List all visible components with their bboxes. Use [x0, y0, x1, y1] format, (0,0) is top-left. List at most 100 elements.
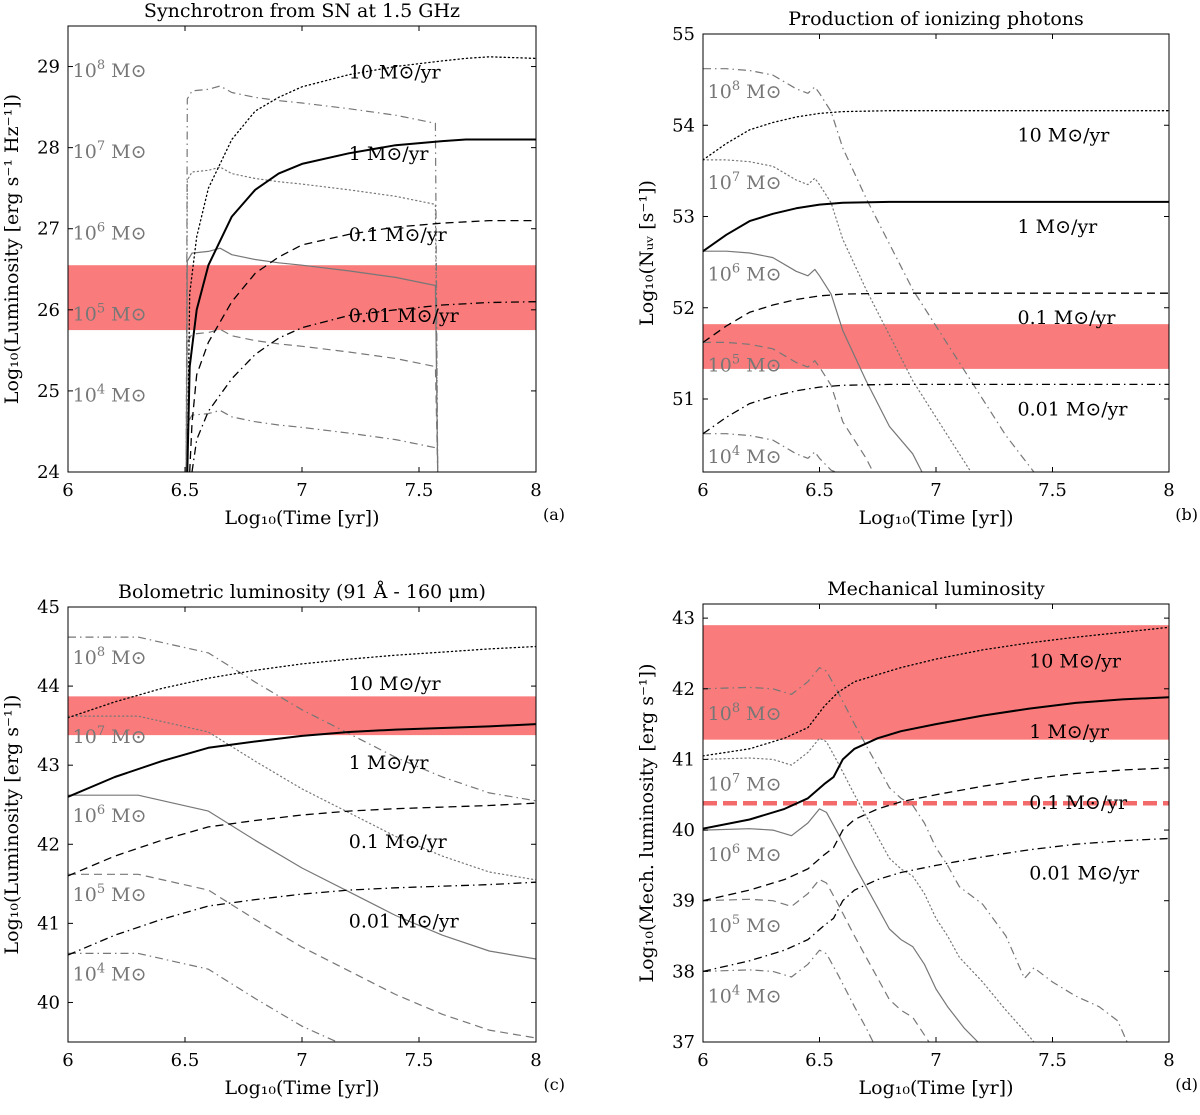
x-tick-label: 7.5 [1038, 480, 1067, 501]
plot-area [703, 625, 1169, 1042]
y-tick-label: 39 [672, 891, 695, 912]
y-tick-label: 41 [672, 749, 695, 770]
rate-label: 0.1 M⊙/yr [1018, 307, 1117, 329]
x-tick-label: 7.5 [405, 1050, 434, 1071]
mass-label: 105 M⊙ [708, 913, 782, 937]
x-tick-label: 7 [296, 1050, 307, 1071]
series-line-0 [703, 68, 1035, 472]
y-tick-label: 51 [672, 389, 695, 410]
x-tick-label: 8 [530, 480, 541, 501]
y-tick-label: 24 [37, 462, 60, 483]
series-line-5 [68, 645, 536, 719]
chart-title: Production of ionizing photons [788, 8, 1084, 30]
mass-label: 105 M⊙ [73, 301, 147, 325]
y-tick-label: 43 [37, 755, 60, 776]
series-line-3 [68, 873, 536, 1039]
rate-label: 0.1 M⊙/yr [1029, 792, 1128, 814]
chart-panel-d: 108 M⊙ 107 M⊙ 106 M⊙ 105 M⊙ 104 M⊙ 10 M⊙/yr 1 … [636, 578, 1198, 1099]
mass-label: 105 M⊙ [708, 353, 782, 377]
mass-label: 106 M⊙ [73, 220, 147, 244]
highlight-band [68, 265, 536, 331]
mass-label: 106 M⊙ [73, 803, 147, 827]
series-line-0 [185, 85, 439, 472]
x-tick-label: 7 [930, 480, 941, 501]
rate-label: 1 M⊙/yr [1029, 721, 1110, 743]
rate-label: 0.01 M⊙/yr [349, 910, 460, 932]
y-tick-label: 38 [672, 961, 695, 982]
series-line-0 [703, 667, 1128, 1042]
y-tick-label: 25 [37, 381, 60, 402]
x-tick-label: 8 [530, 1050, 541, 1071]
series-line-6 [703, 200, 1169, 253]
y-axis-label: Log₁₀(Luminosity [erg s⁻¹ Hz⁻¹]) [1, 94, 23, 404]
mass-label: 104 M⊙ [73, 961, 147, 985]
mass-label: 104 M⊙ [708, 444, 782, 468]
series-line-1 [68, 715, 536, 881]
x-axis-label: Log₁₀(Time [yr]) [859, 1077, 1014, 1099]
series-line-6 [703, 696, 1169, 830]
series-line-7 [703, 292, 1169, 343]
x-tick-label: 8 [1163, 480, 1174, 501]
chart-title: Bolometric luminosity (91 Å - 160 μm) [118, 581, 486, 603]
chart-panel-b: 108 M⊙ 107 M⊙ 106 M⊙ 105 M⊙ 104 M⊙ 10 M⊙/yr 1 … [636, 8, 1198, 529]
series-line-4 [185, 409, 436, 472]
rate-label: 1 M⊙/yr [349, 143, 430, 165]
y-tick-label: 42 [37, 834, 60, 855]
series-line-1 [703, 159, 972, 472]
mass-label: 108 M⊙ [73, 58, 147, 82]
panel-label: (b) [1175, 505, 1198, 524]
series-line-1 [703, 737, 1035, 1042]
panel-label: (d) [1175, 1075, 1198, 1094]
series-line-3 [185, 328, 439, 472]
y-tick-label: 44 [37, 676, 60, 697]
mass-label: 107 M⊙ [73, 139, 147, 163]
highlight-band [703, 625, 1169, 740]
series-line-3 [703, 878, 930, 1042]
mass-label: 104 M⊙ [708, 983, 782, 1007]
series-line-8 [191, 301, 536, 472]
series-line-2 [68, 794, 536, 960]
series-line-4 [703, 433, 837, 472]
mass-label: 108 M⊙ [708, 701, 782, 725]
x-tick-label: 6.5 [805, 1050, 834, 1071]
x-axis-label: Log₁₀(Time [yr]) [859, 507, 1014, 529]
rate-label: 0.01 M⊙/yr [1029, 863, 1140, 885]
y-axis-label: Log₁₀(Nᵤᵥ [s⁻¹]) [636, 180, 658, 326]
chart-panel-c: 108 M⊙ 107 M⊙ 106 M⊙ 105 M⊙ 104 M⊙ 10 M⊙/yr 1 … [1, 581, 565, 1099]
plot-area [703, 68, 1169, 472]
plot-area [68, 56, 536, 472]
x-tick-label: 8 [1163, 1050, 1174, 1071]
chart-title: Mechanical luminosity [827, 578, 1045, 600]
series-line-2 [703, 250, 923, 472]
chart-panel-a: 108 M⊙ 107 M⊙ 106 M⊙ 105 M⊙ 104 M⊙ 10 M⊙/yr 1 … [1, 0, 565, 529]
series-line-1 [185, 166, 439, 472]
x-tick-label: 6 [697, 1050, 708, 1071]
rate-label: 0.1 M⊙/yr [349, 831, 448, 853]
mass-label: 107 M⊙ [708, 772, 782, 796]
mass-label: 108 M⊙ [708, 79, 782, 103]
series-line-8 [703, 383, 1169, 435]
y-axis-label: Log₁₀(Mech. luminosity [erg s⁻¹]) [636, 663, 658, 982]
x-tick-label: 6.5 [805, 480, 834, 501]
mass-label: 108 M⊙ [73, 645, 147, 669]
mass-label: 106 M⊙ [708, 261, 782, 285]
series-line-7 [189, 219, 536, 472]
series-line-5 [186, 56, 536, 472]
y-tick-label: 41 [37, 913, 60, 934]
series-line-6 [68, 723, 536, 798]
rate-label: 10 M⊙/yr [349, 62, 442, 84]
series-line-2 [703, 808, 979, 1042]
mass-label: 105 M⊙ [73, 882, 147, 906]
x-axis-label: Log₁₀(Time [yr]) [225, 507, 380, 529]
mass-label: 104 M⊙ [73, 382, 147, 406]
mass-label: 107 M⊙ [708, 170, 782, 194]
highlight-band [703, 324, 1169, 369]
chart-title: Synchrotron from SN at 1.5 GHz [144, 0, 460, 22]
series-line-4 [703, 949, 874, 1042]
y-tick-label: 28 [37, 138, 60, 159]
mass-label: 107 M⊙ [73, 724, 147, 748]
series-line-7 [68, 802, 536, 877]
y-tick-label: 53 [672, 207, 695, 228]
y-tick-label: 52 [672, 298, 695, 319]
y-tick-label: 40 [37, 992, 60, 1013]
